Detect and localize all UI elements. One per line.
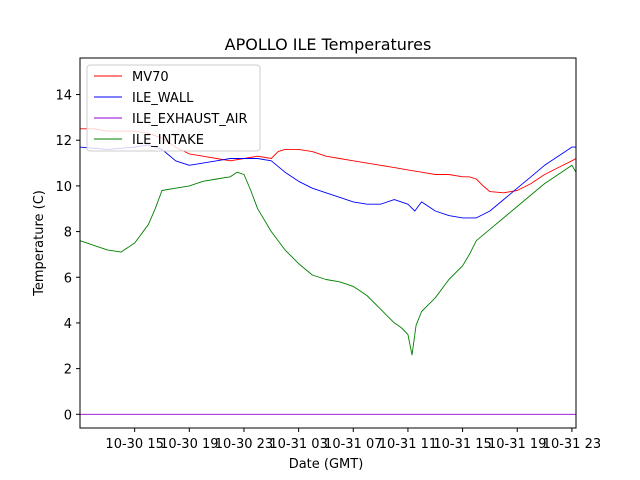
legend-item-ile-exhaust-air: ILE_EXHAUST_AIR xyxy=(94,112,248,127)
x-axis-label: Date (GMT) xyxy=(289,457,364,472)
chart-title: APOLLO ILE Temperatures xyxy=(225,35,432,54)
legend-item-mv70: MV70 xyxy=(94,70,169,85)
legend-label: ILE_INTAKE xyxy=(132,133,204,148)
y-tick-label: 10 xyxy=(55,180,72,195)
series-line-ile-intake xyxy=(79,164,577,356)
legend-label: ILE_WALL xyxy=(132,91,194,106)
legend-label: ILE_EXHAUST_AIR xyxy=(132,112,248,127)
x-tick-label: 10-31 11 xyxy=(379,437,437,452)
y-axis: 0 2 4 6 8 10 12 14 xyxy=(55,89,80,423)
y-tick-label: 2 xyxy=(64,363,72,378)
x-tick-label: 10-30 19 xyxy=(160,437,218,452)
legend-item-ile-intake: ILE_INTAKE xyxy=(94,133,204,148)
x-tick-label: 10-30 15 xyxy=(105,437,163,452)
x-tick-label: 10-31 19 xyxy=(488,437,546,452)
y-tick-label: 14 xyxy=(55,89,72,104)
x-tick-label: 10-31 23 xyxy=(543,437,601,452)
y-axis-label: Temperature (C) xyxy=(32,190,47,297)
y-tick-label: 6 xyxy=(64,271,72,286)
legend-label: MV70 xyxy=(132,70,169,85)
y-tick-label: 4 xyxy=(64,317,72,332)
y-tick-label: 0 xyxy=(64,408,72,423)
y-tick-label: 12 xyxy=(55,134,72,149)
x-tick-label: 10-31 07 xyxy=(324,437,382,452)
legend-item-ile-wall: ILE_WALL xyxy=(94,91,194,106)
series-line-ile-wall xyxy=(79,144,576,219)
x-tick-label: 10-30 23 xyxy=(215,437,273,452)
legend: MV70 ILE_WALL ILE_EXHAUST_AIR ILE_INTAKE xyxy=(86,64,261,152)
plot-frame xyxy=(79,57,577,429)
x-tick-label: 10-31 15 xyxy=(433,437,491,452)
legend-box xyxy=(86,64,261,152)
x-tick-label: 10-31 03 xyxy=(269,437,327,452)
y-tick-label: 8 xyxy=(64,226,72,241)
